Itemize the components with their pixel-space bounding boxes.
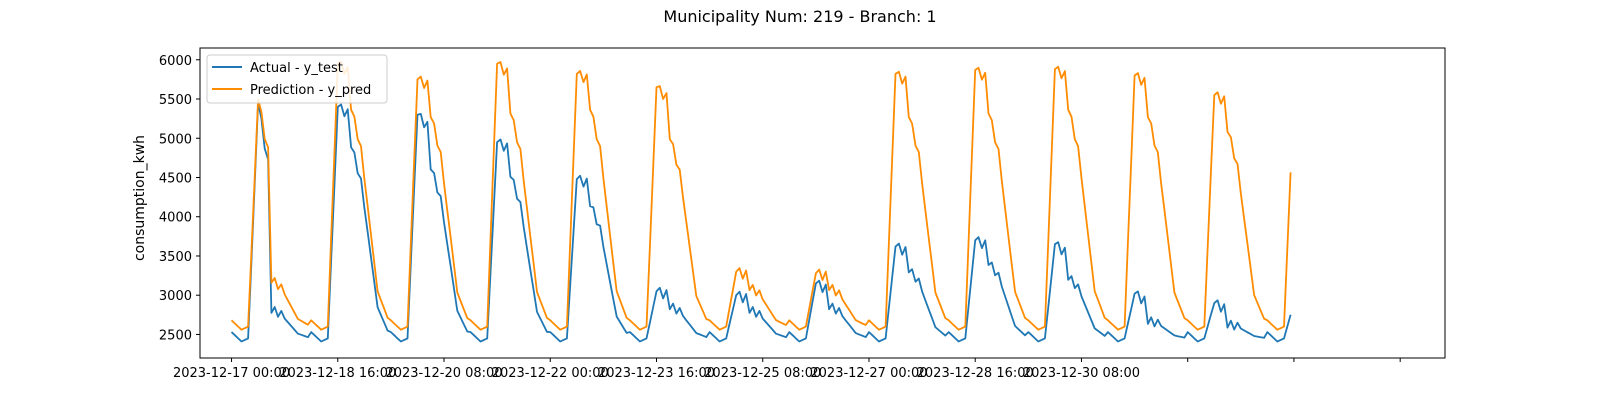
- x-tick-label: 2023-12-20 08:00: [385, 366, 502, 381]
- x-tick-label: 2023-12-27 00:00: [810, 366, 927, 381]
- y-tick-label: 5500: [159, 93, 192, 108]
- y-tick-label: 6000: [159, 54, 192, 69]
- y-tick-label: 4500: [159, 171, 192, 186]
- x-tick-label: 2023-12-22 00:00: [492, 366, 609, 381]
- y-tick-label: 3000: [159, 289, 192, 304]
- x-tick-label: 2023-12-25 08:00: [704, 366, 821, 381]
- y-tick-label: 4000: [159, 211, 192, 226]
- y-tick-label: 5000: [159, 132, 192, 147]
- y-axis-label: consumption_kwh: [132, 135, 148, 261]
- y-tick-label: 3500: [159, 250, 192, 265]
- series-layer: [230, 60, 1292, 343]
- legend: Actual - y_test Prediction - y_pred: [206, 54, 388, 104]
- series-line-prediction: [230, 60, 1292, 331]
- x-tick-label: 2023-12-18 16:00: [279, 366, 396, 381]
- x-tick-label: 2023-12-30 08:00: [1023, 366, 1140, 381]
- legend-frame: [206, 54, 388, 104]
- chart-title: Municipality Num: 219 - Branch: 1: [663, 7, 936, 26]
- x-tick-label: 2023-12-23 16:00: [598, 366, 715, 381]
- x-tick-label: 2023-12-17 00:00: [173, 366, 290, 381]
- legend-label-actual: Actual - y_test: [250, 61, 343, 76]
- x-tick-label: 2023-12-28 16:00: [917, 366, 1034, 381]
- y-tick-label: 2500: [159, 328, 192, 343]
- legend-label-prediction: Prediction - y_pred: [250, 83, 371, 98]
- ticks-layer: 2500 3000 3500 4000 4500 5000 5500 6000 2023-12-…: [159, 54, 1401, 381]
- plot-frame: [199, 47, 1446, 359]
